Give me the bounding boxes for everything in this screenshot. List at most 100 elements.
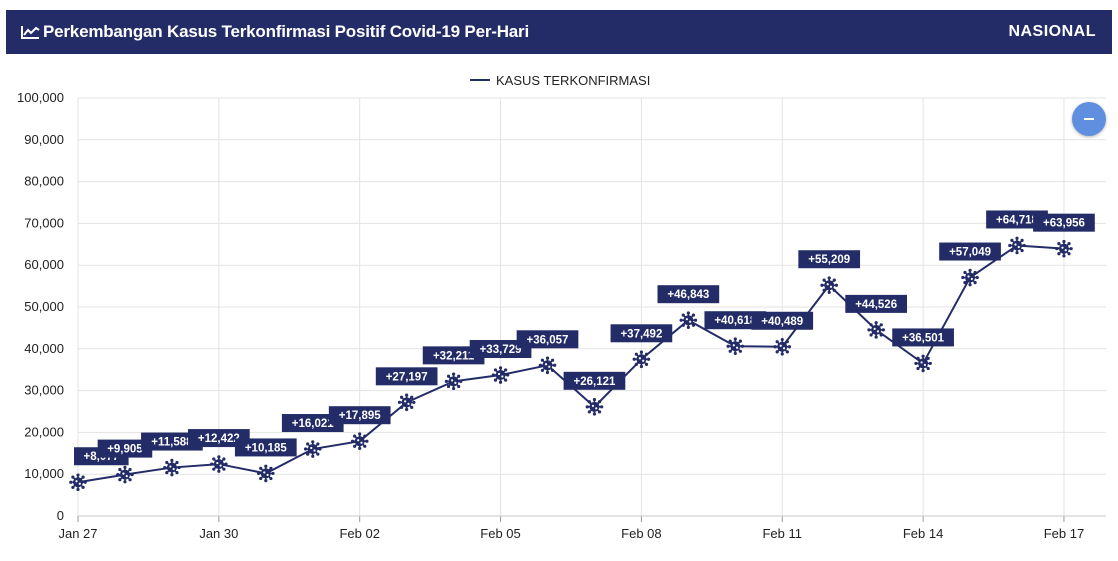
virus-spike-tip <box>1062 239 1066 244</box>
virus-body <box>683 315 694 326</box>
virus-body <box>495 370 506 381</box>
data-label: +36,501 <box>892 328 954 347</box>
virus-spike-tip <box>968 268 972 272</box>
virus-icon <box>444 372 463 391</box>
virus-body <box>354 436 365 447</box>
virus-spike-tip <box>269 476 273 481</box>
virus-spike-tip <box>926 356 930 360</box>
x-axis: Jan 27 Jan 30 Feb 02 Feb 05 Feb 08 Feb 11 Feb … <box>58 515 1106 541</box>
virus-spike-tip <box>928 361 932 366</box>
virus-spike-tip <box>365 439 369 443</box>
data-label-bg <box>281 414 344 433</box>
virus-spike-tip <box>728 339 732 343</box>
virus-spike-tip <box>405 407 409 412</box>
virus-spike-tip <box>686 311 690 315</box>
virus-dot <box>216 461 219 465</box>
data-label-text: +64,718 <box>996 214 1038 226</box>
virus-spike-tip <box>916 366 920 371</box>
virus-spike-tip <box>787 345 792 349</box>
data-label-text: +17,895 <box>339 410 381 422</box>
data-label-bg <box>845 294 907 313</box>
x-tick-label: Feb 11 <box>762 526 802 541</box>
data-label-text: +33,729 <box>480 344 522 356</box>
virus-spike-tip <box>71 475 75 479</box>
data-label-text: +16,021 <box>292 418 334 430</box>
virus-spike-tip <box>257 471 261 476</box>
virus-dot <box>826 283 829 286</box>
x-tick-label: Jan 27 <box>58 526 97 541</box>
virus-spike-tip <box>118 467 122 472</box>
x-tick-label: Jan 30 <box>199 526 238 541</box>
virus-dot <box>642 359 645 362</box>
virus-spike-tip <box>691 323 696 327</box>
virus-dot <box>779 344 782 347</box>
virus-spike-tip <box>212 457 216 461</box>
virus-spike-tip <box>587 410 591 414</box>
data-label-bg <box>704 311 767 330</box>
data-label-bg <box>798 250 861 269</box>
virus-icon <box>303 440 322 458</box>
data-label-text: +57,049 <box>949 247 991 259</box>
virus-spike-tip <box>399 405 404 410</box>
legend-label: KASUS TERKONFIRMASI <box>496 73 650 88</box>
y-tick-label: 80,000 <box>24 174 64 189</box>
markers <box>69 236 1073 492</box>
virus-dot <box>78 482 81 485</box>
data-label: +11,588 <box>141 432 203 451</box>
virus-body <box>166 462 177 473</box>
virus-spike-tip <box>358 432 362 436</box>
virus-dot <box>125 474 128 478</box>
virus-body <box>589 401 600 412</box>
virus-spike-tip <box>1015 251 1019 255</box>
data-label-text: +36,501 <box>902 332 944 344</box>
virus-dot <box>638 357 641 360</box>
data-label: +33,729 <box>469 340 532 359</box>
virus-body <box>542 360 553 371</box>
y-tick-label: 50,000 <box>24 299 64 314</box>
virus-spike-tip <box>585 405 589 409</box>
data-label-text: +11,588 <box>151 437 193 449</box>
virus-body <box>448 376 459 387</box>
virus-spike-tip <box>498 366 503 370</box>
virus-spike-tip <box>353 434 357 438</box>
virus-icon <box>163 458 181 477</box>
virus-spike-tip <box>311 440 315 444</box>
virus-dot <box>357 439 360 442</box>
virus-spike-tip <box>452 386 456 391</box>
data-label-bg <box>97 439 153 458</box>
virus-spike-tip <box>1010 238 1014 242</box>
legend: KASUS TERKONFIRMASI <box>470 73 650 88</box>
data-label-bg <box>939 242 1001 261</box>
zoom-out-button[interactable] <box>1072 102 1106 136</box>
chart-area: 0 10,000 20,000 30,000 40,000 50,000 60,000 70,… <box>0 56 1118 556</box>
virus-spike-tip <box>832 278 836 282</box>
virus-dot <box>75 480 78 483</box>
virus-spike-tip <box>869 323 873 327</box>
data-label-text: +26,121 <box>574 376 616 388</box>
virus-spike-tip <box>498 380 503 384</box>
virus-body <box>918 358 929 369</box>
virus-spike-tip <box>412 400 416 404</box>
virus-spike-tip <box>644 352 649 356</box>
data-label-text: +55,209 <box>808 254 850 266</box>
virus-spike-tip <box>457 384 461 389</box>
virus-dot <box>310 446 313 450</box>
data-label: +64,718 <box>986 210 1048 229</box>
virus-spike-tip <box>457 374 461 378</box>
virus-spike-tip <box>926 366 930 371</box>
virus-dot <box>782 347 786 350</box>
virus-spike-tip <box>118 478 122 482</box>
virus-spike-tip <box>632 357 636 361</box>
virus-dot <box>970 277 973 281</box>
y-tick-label: 10,000 <box>24 466 64 481</box>
virus-spike-tip <box>81 485 85 489</box>
virus-spike-tip <box>733 351 737 356</box>
virus-spike-tip <box>397 400 402 404</box>
virus-spike-tip <box>76 473 80 477</box>
virus-spike-tip <box>540 368 545 372</box>
virus-spike-tip <box>123 465 127 469</box>
data-label: +32,211 <box>422 346 485 365</box>
data-label: +17,895 <box>328 406 391 425</box>
data-label-bg <box>892 328 954 347</box>
virus-dot <box>497 372 501 376</box>
